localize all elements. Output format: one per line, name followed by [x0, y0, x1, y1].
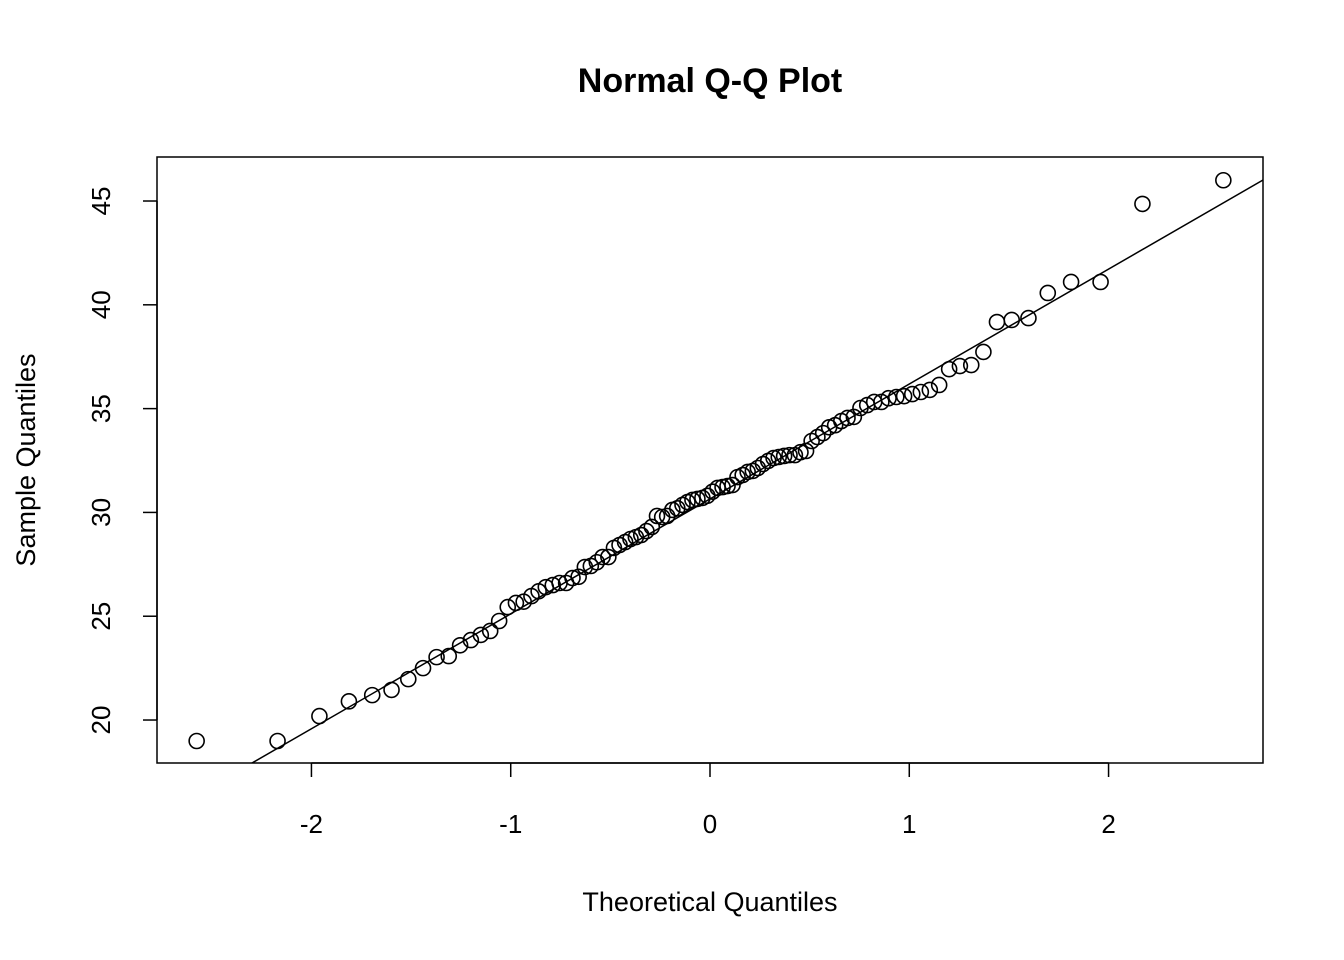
data-point	[451, 636, 469, 654]
x-tick-label: 2	[1101, 809, 1115, 839]
y-tick-label: 30	[86, 498, 116, 527]
x-tick-label: 0	[703, 809, 717, 839]
data-point	[792, 443, 809, 461]
data-point	[490, 612, 508, 630]
data-point	[930, 376, 948, 394]
data-point	[383, 681, 400, 699]
data-point	[903, 385, 921, 403]
data-point	[781, 446, 798, 464]
y-tick-label: 40	[86, 290, 116, 319]
data-point	[1039, 284, 1057, 302]
data-point	[481, 622, 499, 640]
data-point	[704, 483, 721, 500]
data-point	[588, 553, 606, 571]
x-axis: -2 -1 0 1 2	[300, 762, 1116, 839]
data-point	[600, 548, 617, 566]
x-tick-label: -1	[499, 809, 522, 839]
y-tick-label: 35	[86, 394, 116, 423]
data-point	[951, 357, 969, 375]
data-point	[643, 518, 661, 536]
x-tick-label: -2	[300, 809, 323, 839]
x-tick-label: 1	[902, 809, 916, 839]
data-point	[775, 447, 793, 465]
data-point	[428, 648, 445, 666]
data-point	[269, 732, 286, 750]
data-point	[1134, 195, 1151, 213]
data-point	[340, 693, 358, 710]
data-point	[462, 631, 480, 649]
data-point	[839, 409, 856, 427]
data-point	[880, 389, 897, 407]
data-point	[770, 448, 788, 466]
data-point	[921, 381, 939, 399]
data-point	[1020, 309, 1037, 327]
data-point	[188, 732, 205, 750]
data-points	[188, 171, 1232, 750]
y-axis-label: Sample Quantiles	[11, 353, 41, 566]
data-point	[440, 647, 458, 665]
data-point	[363, 686, 381, 704]
data-point	[895, 387, 913, 405]
data-point	[499, 598, 517, 616]
y-axis: 20 25 30 35 40 45	[86, 187, 158, 735]
reference-line	[250, 179, 1263, 763]
y-tick-label: 25	[86, 602, 116, 631]
data-point	[975, 343, 992, 361]
x-axis-label: Theoretical Quantiles	[582, 887, 837, 917]
plot-frame	[156, 156, 1264, 764]
data-point	[988, 313, 1006, 331]
data-point	[570, 568, 587, 586]
data-point	[399, 670, 417, 688]
data-point	[1062, 273, 1080, 291]
data-point	[1215, 171, 1232, 189]
data-point	[564, 569, 581, 587]
y-tick-label: 45	[86, 187, 116, 216]
data-point	[814, 424, 832, 442]
data-point	[912, 383, 930, 401]
data-point	[962, 356, 980, 374]
chart-title: Normal Q-Q Plot	[578, 62, 842, 100]
y-tick-label: 20	[86, 706, 116, 735]
data-point	[888, 388, 905, 406]
